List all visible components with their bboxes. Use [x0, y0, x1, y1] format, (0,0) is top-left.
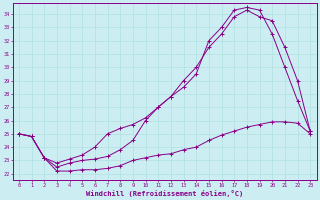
X-axis label: Windchill (Refroidissement éolien,°C): Windchill (Refroidissement éolien,°C) [86, 190, 243, 197]
